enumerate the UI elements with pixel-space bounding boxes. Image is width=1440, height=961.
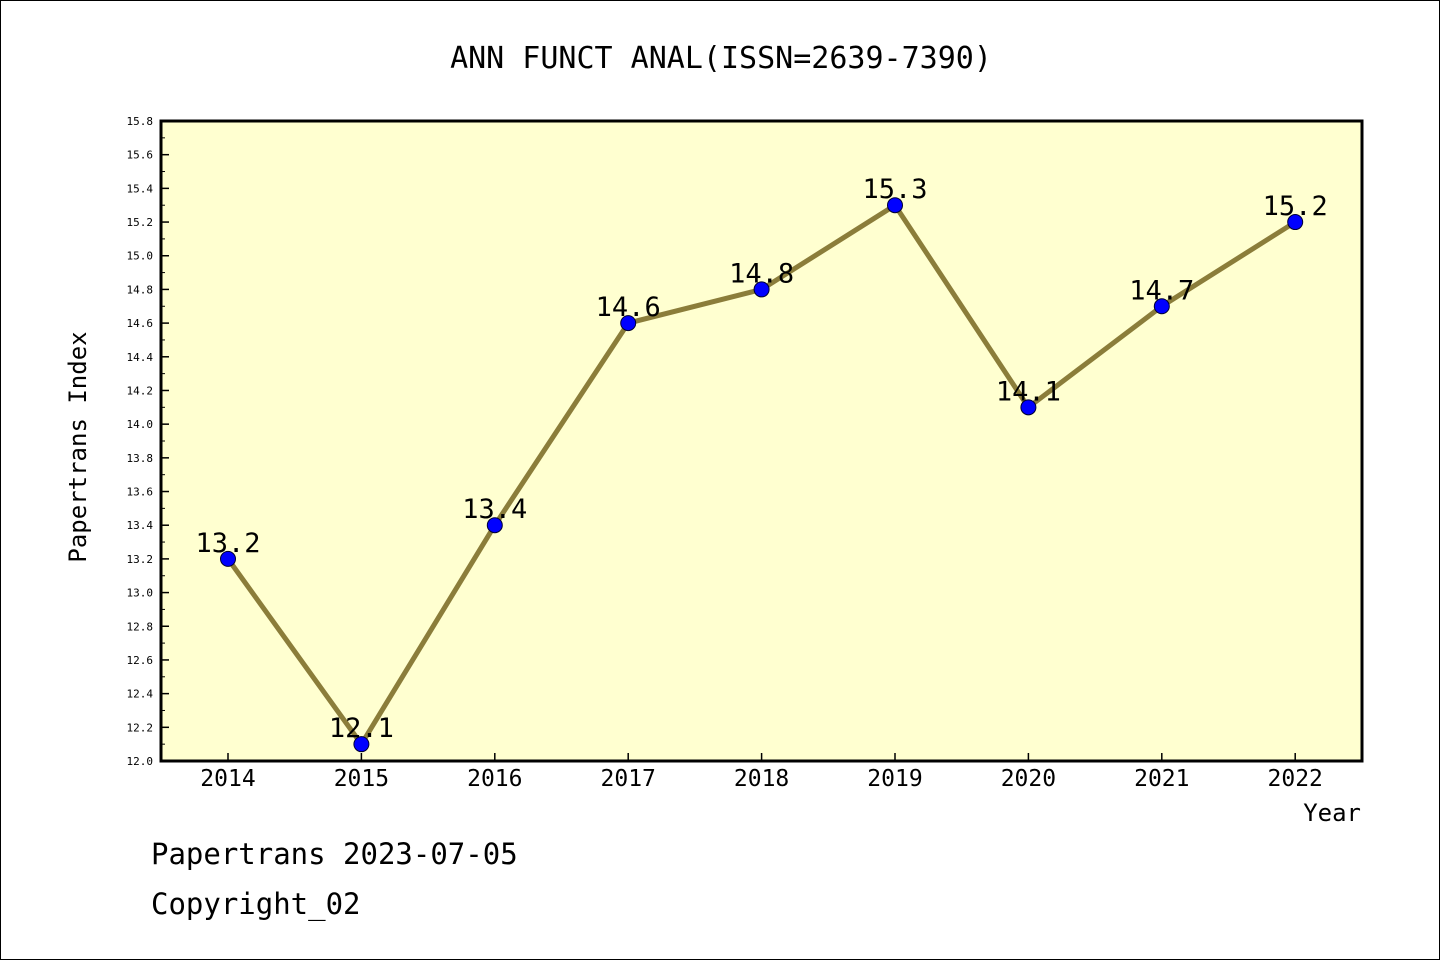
y-tick-label: 13.6 — [127, 486, 154, 499]
y-axis: 12.0 12.2 12.4 12.6 12.8 13.0 13.2 13.4 13.6 13.8… — [127, 115, 169, 768]
x-tick-label: 2019 — [867, 766, 922, 792]
y-tick-label: 13.0 — [127, 587, 154, 600]
y-tick-label: 15.8 — [127, 115, 154, 128]
data-label: 15.3 — [862, 174, 927, 205]
y-tick-label: 13.2 — [127, 553, 154, 566]
y-tick-label: 12.6 — [127, 654, 154, 667]
data-label: 14.8 — [729, 258, 794, 289]
y-tick-label: 14.6 — [127, 317, 154, 330]
y-tick-label: 15.2 — [127, 216, 154, 229]
data-point — [887, 197, 903, 214]
data-label: 15.2 — [1263, 191, 1328, 222]
x-axis-label: Year — [1303, 799, 1361, 827]
x-tick-label: 2017 — [601, 766, 656, 792]
data-label: 14.1 — [996, 376, 1061, 407]
data-label: 13.2 — [195, 528, 260, 559]
data-label: 14.7 — [1129, 275, 1194, 306]
x-tick-label: 2020 — [1001, 766, 1056, 792]
data-point — [1153, 298, 1170, 315]
plot-area — [159, 119, 1364, 763]
x-tick-label: 2016 — [467, 766, 522, 792]
y-tick-label: 12.8 — [127, 620, 154, 633]
x-tick-label: 2014 — [200, 766, 255, 792]
data-point — [1020, 399, 1037, 416]
data-point — [353, 736, 370, 753]
y-tick-label: 13.4 — [127, 519, 154, 532]
x-tick-label: 2021 — [1134, 766, 1189, 792]
y-tick-label: 14.8 — [127, 283, 154, 296]
data-point — [1287, 214, 1304, 231]
data-point — [486, 517, 503, 534]
data-labels-group: 13.2 12.1 13.4 14.6 14.8 15.3 14.1 14.7 15.2 — [195, 174, 1327, 744]
y-tick-label: 14.2 — [127, 384, 154, 397]
y-tick-label: 12.0 — [127, 755, 154, 768]
footer-copyright: Copyright_02 — [151, 887, 361, 921]
y-tick-label: 13.8 — [127, 452, 154, 465]
x-axis: 2014 2015 2016 2017 2018 2019 2020 2021 2022 — [200, 753, 1323, 792]
data-label: 14.6 — [596, 292, 661, 323]
data-label: 13.4 — [462, 494, 527, 525]
series-points-group — [220, 197, 1304, 753]
data-point — [620, 315, 637, 332]
x-tick-label: 2018 — [734, 766, 789, 792]
x-tick-label: 2022 — [1268, 766, 1323, 792]
chart-title: ANN FUNCT ANAL(ISSN=2639-7390) — [450, 41, 992, 76]
data-label: 12.1 — [329, 713, 394, 744]
y-tick-label: 15.4 — [127, 182, 154, 195]
y-tick-label: 12.4 — [127, 688, 154, 701]
data-point — [753, 281, 770, 298]
data-point — [220, 550, 236, 567]
y-axis-label: Papertrans Index — [64, 331, 92, 562]
x-tick-label: 2015 — [334, 766, 389, 792]
footer-date: Papertrans 2023-07-05 — [151, 837, 518, 871]
y-tick-label: 14.0 — [127, 418, 154, 431]
y-tick-label: 15.0 — [127, 250, 154, 263]
y-tick-label: 14.4 — [127, 351, 154, 364]
y-tick-label: 15.6 — [127, 149, 154, 162]
y-tick-label: 12.2 — [127, 721, 154, 734]
